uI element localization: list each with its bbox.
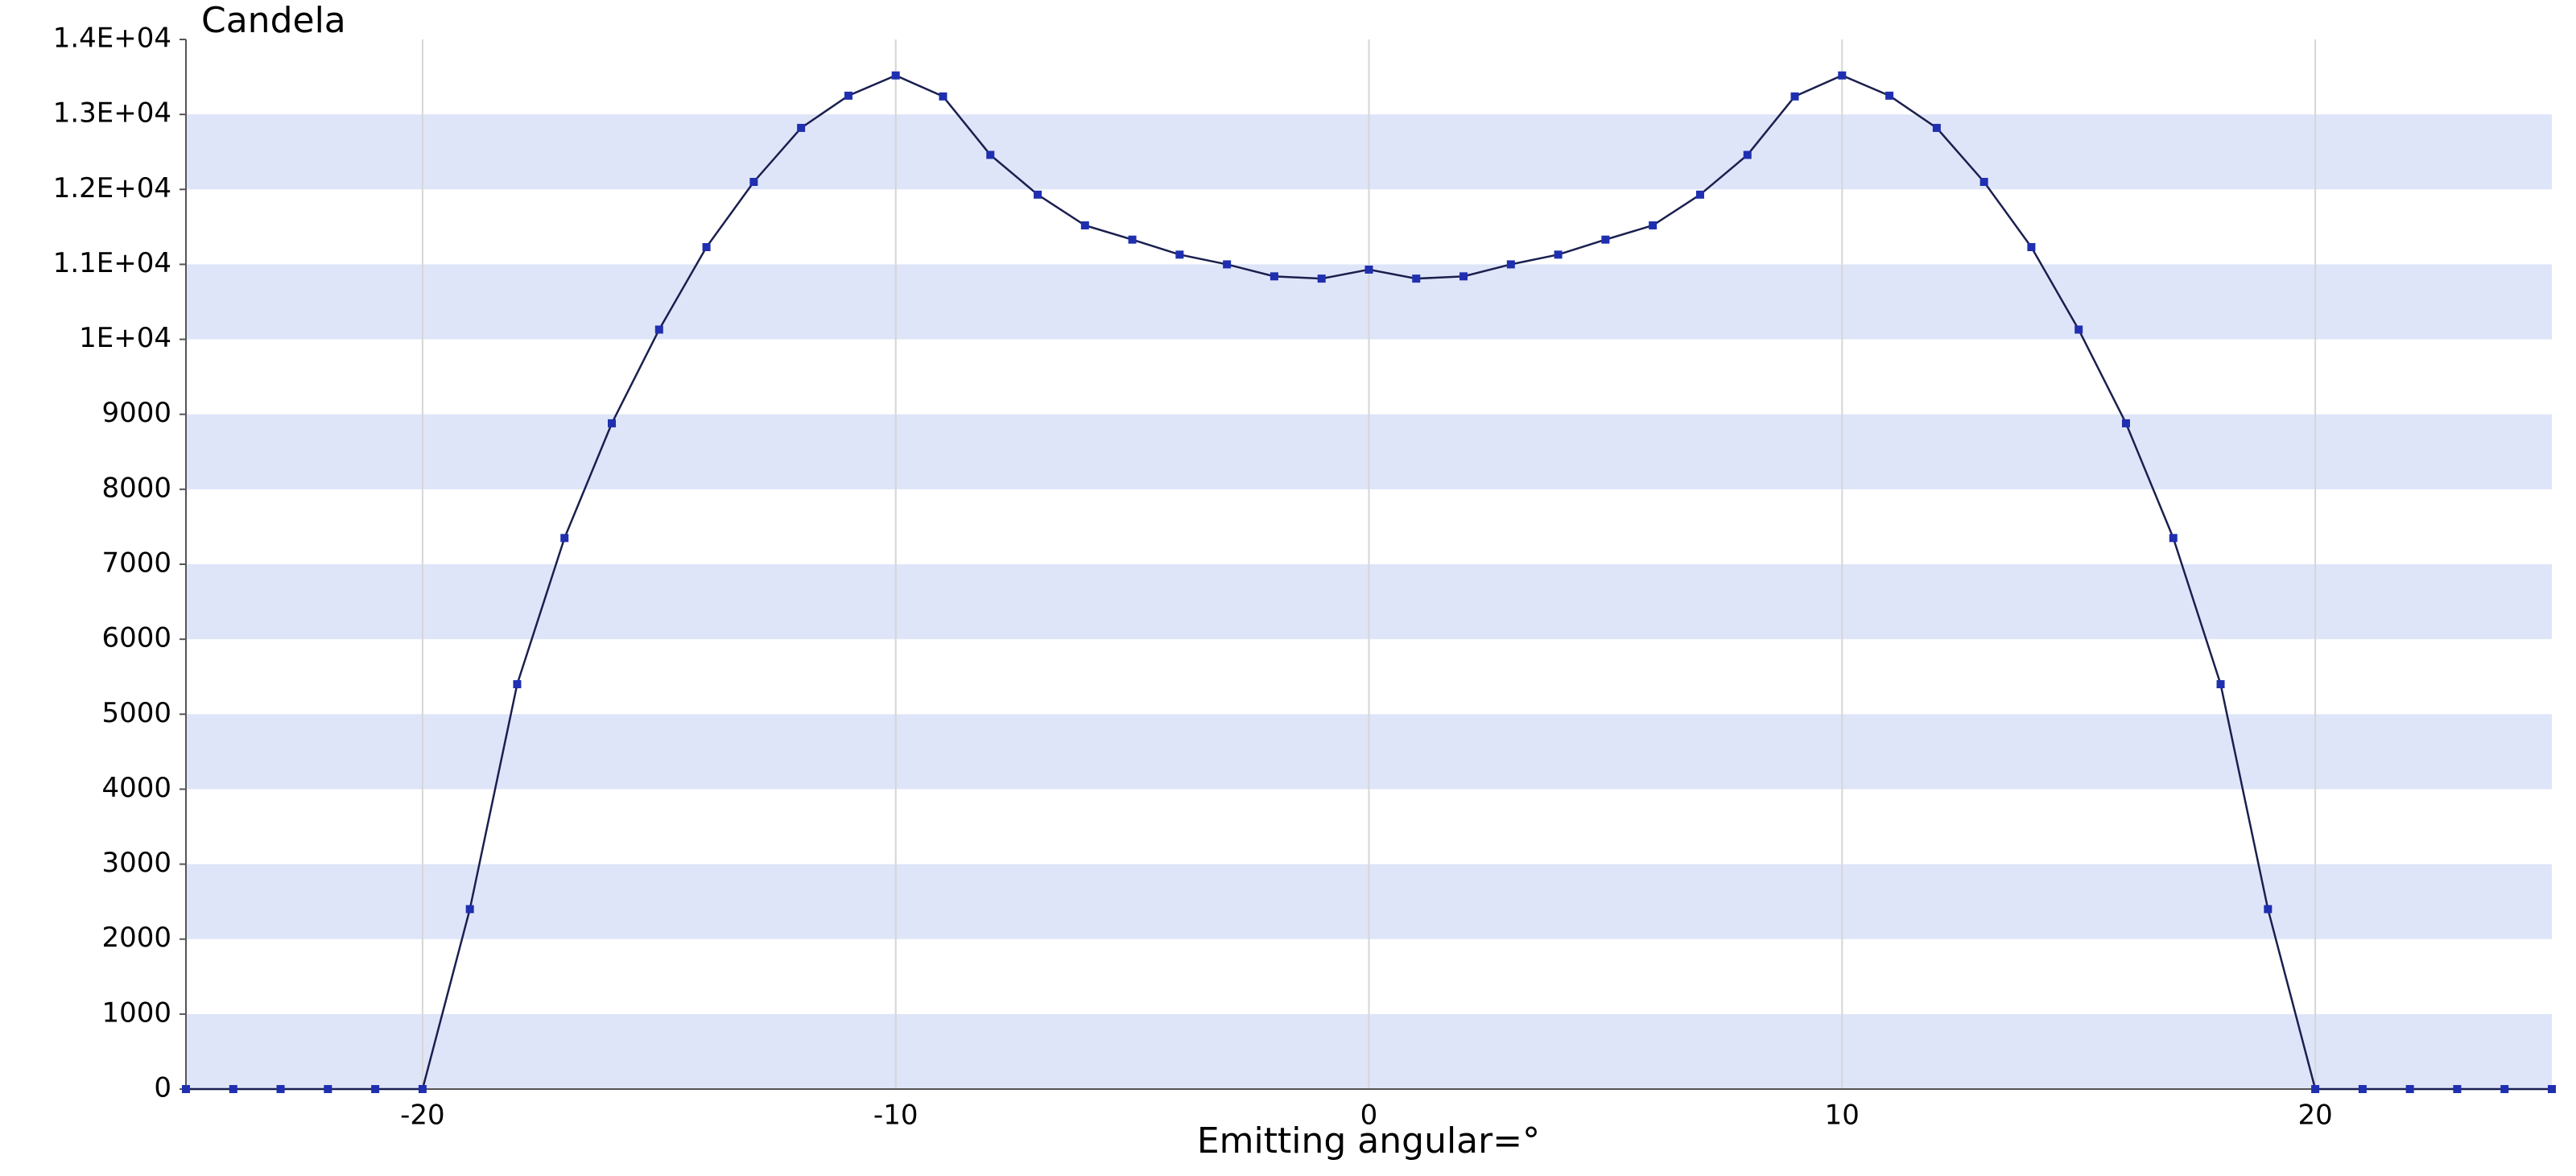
data-point — [702, 243, 711, 252]
data-point — [2074, 325, 2083, 334]
data-point — [2027, 243, 2036, 252]
x-axis-label: Emitting angular=° — [1197, 1120, 1540, 1162]
y-tick-label: 9000 — [101, 397, 171, 429]
data-point — [182, 1085, 190, 1093]
data-point — [229, 1085, 237, 1093]
data-point — [560, 534, 569, 543]
data-point — [324, 1085, 332, 1093]
y-tick-label: 1.2E+04 — [53, 172, 171, 204]
y-tick-label: 1.1E+04 — [53, 247, 171, 279]
data-point — [1223, 260, 1232, 269]
data-point — [891, 71, 900, 80]
data-point — [276, 1085, 285, 1093]
grid-layer — [421, 39, 2317, 1089]
x-tick-label: 10 — [1825, 1100, 1860, 1132]
data-point — [1790, 92, 1799, 101]
data-point — [2216, 680, 2225, 689]
y-tick-label: 6000 — [101, 622, 171, 654]
data-point — [654, 325, 663, 334]
data-point — [1979, 177, 1988, 186]
data-point — [2311, 1085, 2320, 1093]
x-tick-label: 20 — [2297, 1100, 2332, 1132]
data-point — [608, 419, 617, 427]
x-tick-label: -20 — [400, 1100, 445, 1132]
y-tick-label: 7000 — [101, 547, 171, 580]
data-point — [1080, 221, 1089, 229]
data-point — [1932, 123, 1941, 132]
data-point — [1601, 235, 1610, 244]
data-point — [2500, 1085, 2509, 1093]
data-point — [1317, 274, 1326, 283]
y-tick-label: 5000 — [101, 697, 171, 729]
data-point — [939, 92, 947, 101]
y-tick-label: 1000 — [101, 997, 171, 1029]
data-point — [1175, 250, 1184, 259]
data-point — [1412, 274, 1421, 283]
y-tick-label: 1.3E+04 — [53, 97, 171, 130]
data-point — [1649, 221, 1657, 229]
data-point — [418, 1085, 427, 1093]
data-point — [2121, 419, 2130, 427]
y-tick-label: 0 — [154, 1072, 171, 1104]
data-point — [2548, 1085, 2556, 1093]
data-point — [371, 1085, 380, 1093]
data-point — [1743, 151, 1752, 159]
data-point — [1506, 260, 1515, 269]
data-point — [1128, 235, 1137, 244]
data-point — [513, 680, 522, 689]
data-point — [844, 91, 852, 100]
y-tick-label: 3000 — [101, 847, 171, 879]
data-point — [1554, 250, 1563, 259]
data-point — [2453, 1085, 2462, 1093]
x-tick-label: 0 — [1360, 1100, 1378, 1132]
data-point — [2264, 905, 2273, 914]
data-point — [2169, 534, 2178, 543]
data-point — [1838, 71, 1847, 80]
data-point — [2358, 1085, 2367, 1093]
y-tick-label: 4000 — [101, 772, 171, 804]
data-point — [1695, 190, 1704, 199]
y-tick-label: 1E+04 — [79, 322, 171, 354]
data-point — [797, 123, 806, 132]
data-point — [1364, 265, 1373, 274]
data-point — [465, 905, 474, 914]
data-point — [1269, 272, 1278, 281]
data-point — [1459, 272, 1468, 281]
data-point — [986, 151, 995, 159]
data-point — [1034, 190, 1042, 199]
data-point — [2405, 1085, 2414, 1093]
data-point — [1885, 91, 1894, 100]
x-tick-label: -10 — [873, 1100, 919, 1132]
y-tick-label: 1.4E+04 — [53, 23, 171, 55]
y-tick-label: 2000 — [101, 922, 171, 954]
data-point — [749, 177, 758, 186]
y-axis-label: Candela — [201, 0, 346, 41]
y-tick-label: 8000 — [101, 472, 171, 504]
